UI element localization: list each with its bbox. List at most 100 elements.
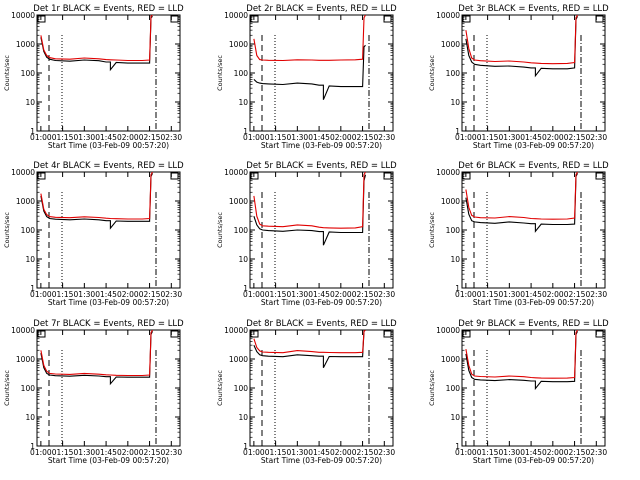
x-tick-label: 01:00 bbox=[455, 290, 477, 299]
x-axis-label: Start Time (03-Feb-09 00:57:20) bbox=[261, 141, 382, 150]
chart-title: Det 9r BLACK = Events, RED = LLD bbox=[458, 319, 609, 329]
x-tick-label: 01:00 bbox=[30, 448, 52, 457]
corner-marker bbox=[595, 172, 604, 180]
x-tick-label: 02:00 bbox=[117, 133, 139, 142]
chart-panel-6: Det 6r BLACK = Events, RED = LLD 1 10 100 10… bbox=[428, 161, 609, 307]
x-tick-label: 01:30 bbox=[499, 290, 521, 299]
y-tick-label: 100 bbox=[446, 384, 461, 393]
corner-marker bbox=[170, 172, 179, 180]
y-tick-label: 100 bbox=[446, 226, 461, 235]
y-axis-label: Counts/sec bbox=[216, 212, 224, 248]
y-tick-label: 10000 bbox=[11, 168, 35, 177]
x-tick-label: 01:15 bbox=[52, 290, 74, 299]
x-tick-label: 02:00 bbox=[330, 448, 352, 457]
y-tick-label: 10000 bbox=[436, 326, 460, 335]
y-axis-label: Counts/sec bbox=[3, 212, 11, 248]
y-tick-label: 1 bbox=[243, 127, 248, 136]
x-tick-label: 01:30 bbox=[499, 133, 521, 142]
x-tick-label: 02:15 bbox=[139, 448, 161, 457]
y-tick-label: 10 bbox=[25, 98, 35, 107]
y-tick-label: 100 bbox=[234, 226, 249, 235]
x-tick-label: 01:30 bbox=[287, 448, 309, 457]
y-tick-label: 100 bbox=[234, 384, 249, 393]
series-line-events bbox=[253, 174, 367, 246]
corner-marker bbox=[250, 15, 259, 23]
x-tick-label: 02:15 bbox=[564, 133, 586, 142]
y-tick-label: 1000 bbox=[16, 355, 35, 364]
y-tick-label: 10 bbox=[238, 255, 248, 264]
y-axis-label: Counts/sec bbox=[3, 55, 11, 91]
x-tick-label: 02:30 bbox=[373, 448, 395, 457]
x-axis-label: Start Time (03-Feb-09 00:57:20) bbox=[261, 456, 382, 465]
y-tick-label: 10 bbox=[238, 413, 248, 422]
chart-title: Det 3r BLACK = Events, RED = LLD bbox=[458, 4, 609, 14]
plot-frame bbox=[249, 171, 394, 289]
x-tick-label: 01:45 bbox=[308, 133, 330, 142]
y-tick-label: 1 bbox=[455, 284, 460, 293]
y-tick-label: 1000 bbox=[16, 40, 35, 49]
y-tick-label: 10 bbox=[450, 255, 460, 264]
y-tick-label: 10 bbox=[25, 413, 35, 422]
corner-marker bbox=[462, 330, 471, 338]
x-tick-label: 01:45 bbox=[520, 448, 542, 457]
x-tick-label: 02:15 bbox=[564, 448, 586, 457]
plot-frame bbox=[36, 171, 181, 289]
y-tick-label: 1000 bbox=[229, 355, 248, 364]
x-axis-label: Start Time (03-Feb-09 00:57:20) bbox=[473, 141, 594, 150]
x-tick-label: 02:15 bbox=[564, 290, 586, 299]
x-tick-label: 02:30 bbox=[160, 133, 182, 142]
x-tick-label: 02:30 bbox=[373, 133, 395, 142]
x-tick-label: 01:30 bbox=[499, 448, 521, 457]
corner-marker bbox=[462, 15, 471, 23]
x-axis-label: Start Time (03-Feb-09 00:57:20) bbox=[473, 456, 594, 465]
corner-marker bbox=[383, 330, 392, 338]
y-tick-label: 1 bbox=[30, 284, 35, 293]
x-axis-label: Start Time (03-Feb-09 00:57:20) bbox=[48, 298, 169, 307]
y-tick-label: 1 bbox=[30, 442, 35, 451]
chart-panel-2: Det 2r BLACK = Events, RED = LLD 1 10 100 10… bbox=[216, 4, 397, 150]
x-tick-label: 01:30 bbox=[74, 448, 96, 457]
y-tick-label: 10000 bbox=[224, 168, 248, 177]
y-tick-label: 1 bbox=[455, 442, 460, 451]
series-line-lld bbox=[40, 330, 153, 377]
series-line-lld bbox=[465, 15, 578, 65]
plot-frame bbox=[249, 329, 394, 447]
chart-panel-9: Det 9r BLACK = Events, RED = LLD 1 10 100 10… bbox=[428, 319, 609, 465]
x-tick-label: 02:15 bbox=[352, 448, 374, 457]
x-tick-label: 01:15 bbox=[265, 133, 287, 142]
x-tick-label: 01:45 bbox=[95, 290, 117, 299]
x-tick-label: 02:00 bbox=[117, 448, 139, 457]
y-tick-label: 10000 bbox=[436, 168, 460, 177]
chart-title: Det 8r BLACK = Events, RED = LLD bbox=[246, 319, 397, 329]
x-tick-label: 01:00 bbox=[243, 133, 265, 142]
corner-marker bbox=[250, 172, 259, 180]
x-tick-label: 01:30 bbox=[74, 290, 96, 299]
x-axis-label: Start Time (03-Feb-09 00:57:20) bbox=[261, 298, 382, 307]
corner-marker bbox=[37, 330, 46, 338]
series-line-lld bbox=[465, 330, 578, 379]
y-tick-label: 1000 bbox=[16, 197, 35, 206]
x-axis-label: Start Time (03-Feb-09 00:57:20) bbox=[473, 298, 594, 307]
x-tick-label: 02:30 bbox=[160, 290, 182, 299]
x-tick-label: 01:45 bbox=[308, 290, 330, 299]
chart-panel-7: Det 7r BLACK = Events, RED = LLD 1 10 100 10… bbox=[3, 319, 184, 465]
y-tick-label: 10 bbox=[450, 413, 460, 422]
x-tick-label: 02:30 bbox=[585, 133, 607, 142]
plot-frame bbox=[36, 14, 181, 132]
y-tick-label: 10000 bbox=[224, 11, 248, 20]
corner-marker bbox=[595, 15, 604, 23]
x-tick-label: 02:30 bbox=[585, 448, 607, 457]
y-tick-label: 10000 bbox=[436, 11, 460, 20]
chart-title: Det 2r BLACK = Events, RED = LLD bbox=[246, 4, 397, 14]
x-tick-label: 01:00 bbox=[243, 448, 265, 457]
chart-title: Det 4r BLACK = Events, RED = LLD bbox=[33, 161, 184, 171]
corner-marker bbox=[595, 330, 604, 338]
x-axis-label: Start Time (03-Feb-09 00:57:20) bbox=[48, 456, 169, 465]
y-axis-label: Counts/sec bbox=[428, 55, 436, 91]
y-tick-label: 1000 bbox=[441, 40, 460, 49]
x-tick-label: 01:45 bbox=[520, 290, 542, 299]
chart-panel-1: Det 1r BLACK = Events, RED = LLD 1 10 100 10… bbox=[3, 4, 184, 150]
x-tick-label: 01:30 bbox=[287, 290, 309, 299]
corner-marker bbox=[170, 15, 179, 23]
x-tick-label: 01:45 bbox=[95, 448, 117, 457]
